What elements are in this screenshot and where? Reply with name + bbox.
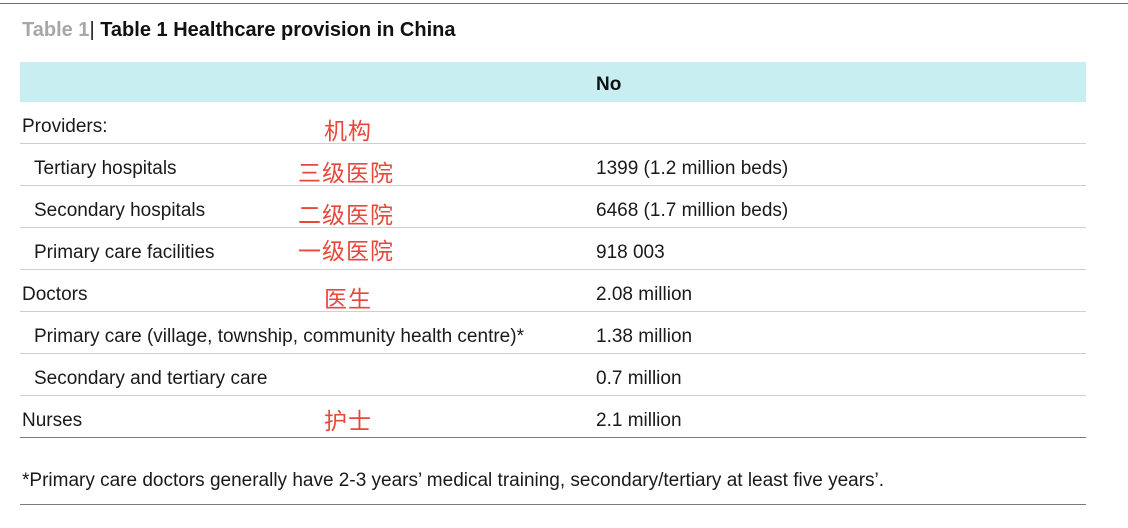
row-value: 918 003 [596, 242, 665, 263]
row-value: 2.08 million [596, 284, 693, 305]
title-separator: | [89, 19, 95, 41]
handwritten-annotation: 医生 [324, 287, 372, 313]
table-footnote: *Primary care doctors generally have 2-3… [22, 470, 885, 491]
table-title: Table 1| Table 1 Healthcare provision in… [22, 18, 455, 42]
row-label: Primary care facilities [34, 242, 215, 263]
table-row: Primary care facilities 一级医院 918 003 [20, 228, 1086, 270]
row-value: 1.38 million [596, 326, 693, 347]
table-row: Primary care (village, township, communi… [20, 312, 1086, 354]
handwritten-annotation: 护士 [324, 409, 372, 435]
table-header: No [20, 62, 1086, 102]
handwritten-annotation: 一级医院 [298, 239, 394, 265]
handwritten-annotation: 三级医院 [298, 161, 394, 187]
table-row: Secondary hospitals 二级医院 6468 (1.7 milli… [20, 186, 1086, 229]
top-rule [0, 3, 1128, 4]
handwritten-annotation: 二级医院 [298, 203, 394, 229]
row-value: 0.7 million [596, 368, 682, 389]
table-row: Providers: 机构 [20, 102, 1086, 145]
row-label: Nurses [22, 410, 83, 431]
row-value: 1399 (1.2 million beds) [596, 158, 789, 179]
row-label: Doctors [22, 284, 88, 305]
table-row: Tertiary hospitals 三级医院 1399 (1.2 millio… [20, 144, 1086, 187]
healthcare-table: No Providers: 机构 Tertiary hospitals 三级医院… [20, 62, 1086, 438]
column-header-no: No [596, 74, 622, 95]
row-label: Primary care (village, township, communi… [34, 326, 524, 347]
row-value: 2.1 million [596, 410, 682, 431]
row-label: Providers: [22, 116, 108, 137]
table-row: Doctors 医生 2.08 million [20, 270, 1086, 313]
row-label: Tertiary hospitals [34, 158, 177, 179]
table-title-text: Table 1 Healthcare provision in China [100, 19, 456, 41]
table-row: Secondary and tertiary care 0.7 million [20, 354, 1086, 396]
table-row: Nurses 护士 2.1 million [20, 396, 1086, 438]
bottom-rule [20, 504, 1086, 505]
row-label: Secondary and tertiary care [34, 368, 268, 389]
table-label: Table 1 [22, 19, 90, 41]
row-value: 6468 (1.7 million beds) [596, 200, 789, 221]
row-label: Secondary hospitals [34, 200, 206, 221]
handwritten-annotation: 机构 [324, 119, 372, 145]
